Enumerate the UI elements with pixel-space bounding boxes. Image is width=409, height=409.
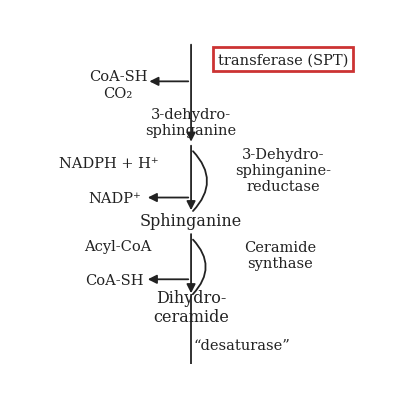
Text: Sphinganine: Sphinganine bbox=[139, 212, 242, 229]
Text: Acyl-CoA: Acyl-CoA bbox=[84, 239, 151, 253]
Text: Ceramide
synthase: Ceramide synthase bbox=[243, 240, 315, 270]
Text: NADPH + H⁺: NADPH + H⁺ bbox=[58, 157, 158, 171]
Text: CoA-SH
CO₂: CoA-SH CO₂ bbox=[88, 70, 147, 100]
Text: NADP⁺: NADP⁺ bbox=[88, 192, 141, 206]
Text: Dihydro-
ceramide: Dihydro- ceramide bbox=[153, 289, 229, 326]
Text: 3-dehydro-
sphinganine: 3-dehydro- sphinganine bbox=[145, 108, 236, 138]
Text: CoA-SH: CoA-SH bbox=[85, 274, 144, 288]
Text: “desaturase”: “desaturase” bbox=[193, 338, 290, 352]
Text: transferase (SPT): transferase (SPT) bbox=[218, 53, 348, 67]
Text: 3-Dehydro-
sphinganine-
reductase: 3-Dehydro- sphinganine- reductase bbox=[235, 147, 330, 193]
